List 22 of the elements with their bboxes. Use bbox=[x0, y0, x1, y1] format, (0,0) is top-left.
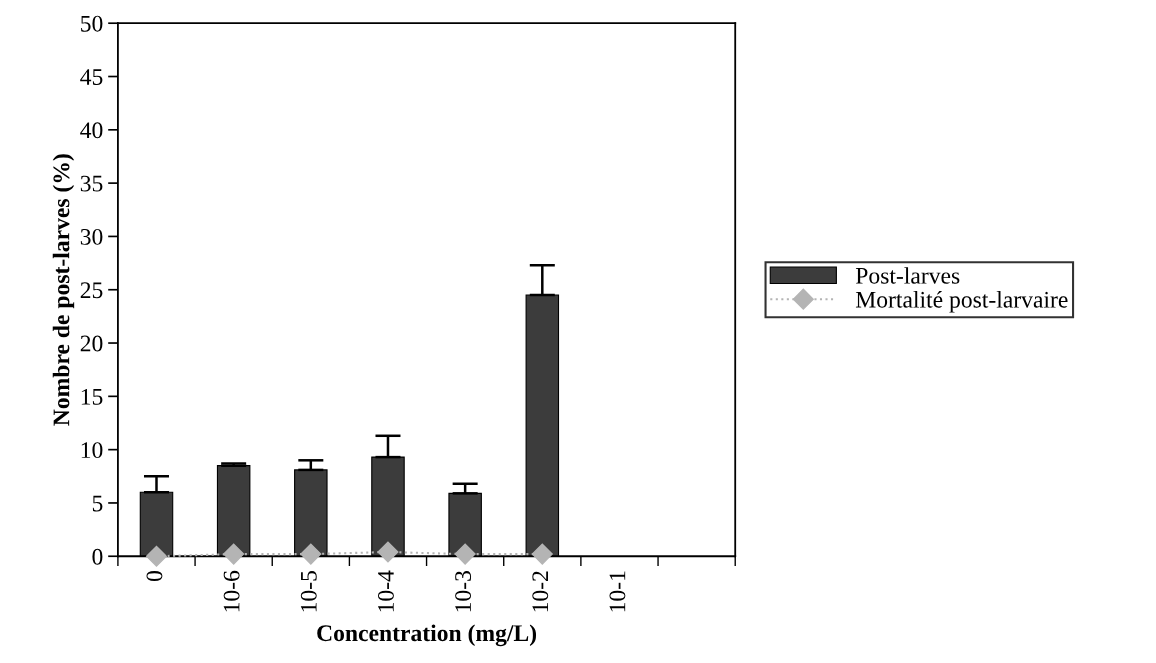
y-axis-title: Nombre de post-larves (%) bbox=[52, 154, 75, 426]
x-tick-label: 10-1 bbox=[609, 571, 626, 612]
y-tick-label: 35 bbox=[80, 175, 103, 192]
x-tick-label: 10-4 bbox=[377, 570, 394, 612]
legend-label: Post-larves bbox=[855, 267, 960, 284]
y-tick-label: 50 bbox=[81, 15, 103, 32]
x-tick-label: 0 bbox=[146, 571, 163, 582]
y-tick-label: 15 bbox=[81, 388, 103, 405]
y-tick-label: 0 bbox=[92, 548, 103, 565]
y-tick-label: 45 bbox=[80, 69, 103, 85]
x-tick-label: 10-3 bbox=[455, 571, 472, 612]
y-tick-label: 30 bbox=[80, 228, 103, 245]
x-tick-label: 10-2 bbox=[532, 571, 549, 612]
y-tick-label: 20 bbox=[80, 335, 103, 352]
y-tick-label: 10 bbox=[81, 442, 103, 459]
x-axis-title: Concentration (mg/L) bbox=[317, 624, 537, 647]
x-tick-label: 10-5 bbox=[300, 571, 317, 612]
y-tick-label: 5 bbox=[92, 495, 103, 512]
y-tick-label: 25 bbox=[80, 282, 103, 299]
y-tick-label: 40 bbox=[80, 122, 103, 139]
legend-label: Mortalité post-larvaire bbox=[855, 291, 1068, 313]
x-tick-label: 10-6 bbox=[223, 570, 240, 612]
